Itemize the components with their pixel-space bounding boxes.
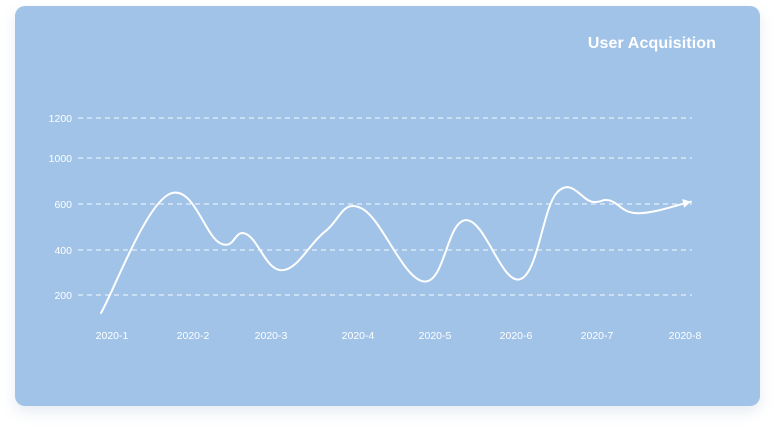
x-tick-label: 2020-4 bbox=[342, 330, 375, 342]
y-tick-label: 1200 bbox=[49, 113, 73, 125]
chart-card: User Acquisition bbox=[15, 6, 760, 406]
x-tick-label: 2020-7 bbox=[581, 330, 614, 342]
data-point-7 bbox=[360, 206, 365, 211]
y-tick-label: 1000 bbox=[49, 153, 73, 165]
series-line bbox=[100, 186, 692, 314]
chart-title: User Acquisition bbox=[587, 35, 716, 52]
grid-lines bbox=[78, 117, 692, 296]
data-point-4 bbox=[244, 231, 249, 236]
data-point-1 bbox=[99, 311, 104, 316]
x-tick-label: 2020-2 bbox=[177, 330, 210, 342]
data-point-9 bbox=[464, 218, 469, 223]
data-point-5 bbox=[280, 268, 285, 273]
x-tick-label: 2020-5 bbox=[419, 330, 452, 342]
y-tick-label: 400 bbox=[54, 245, 72, 257]
y-axis-ticks: 200 400 600 1000 1200 bbox=[49, 113, 73, 302]
data-point-13 bbox=[608, 198, 613, 203]
data-point-8 bbox=[422, 279, 427, 284]
data-point-10 bbox=[518, 277, 523, 282]
series-layer bbox=[99, 186, 694, 316]
x-tick-label: 2020-1 bbox=[96, 330, 129, 342]
data-point-11 bbox=[555, 190, 560, 195]
y-tick-label: 600 bbox=[54, 199, 72, 211]
x-axis-ticks: 2020-1 2020-2 2020-3 2020-4 2020-5 2020-6 2020… bbox=[96, 330, 702, 342]
data-point-12 bbox=[590, 199, 595, 204]
data-point-3 bbox=[218, 241, 223, 246]
x-tick-label: 2020-6 bbox=[500, 330, 533, 342]
x-tick-label: 2020-8 bbox=[669, 330, 702, 342]
line-end-arrow bbox=[682, 199, 691, 208]
data-point-2 bbox=[166, 192, 171, 197]
x-tick-label: 2020-3 bbox=[255, 330, 288, 342]
data-point-6 bbox=[323, 229, 328, 234]
data-point-15 bbox=[689, 199, 694, 204]
y-tick-label: 200 bbox=[54, 290, 72, 302]
data-point-14 bbox=[636, 211, 641, 216]
